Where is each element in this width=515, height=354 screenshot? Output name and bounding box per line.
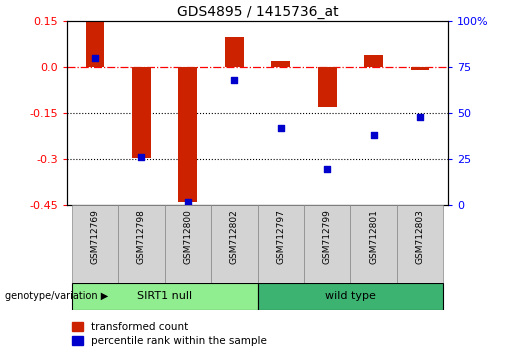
Bar [225, 36, 244, 67]
Bar [85, 21, 104, 67]
Point [230, 77, 238, 83]
Bar [258, 283, 443, 310]
Point [416, 114, 424, 120]
Bar [72, 205, 118, 283]
Bar [271, 61, 290, 67]
Text: GSM712800: GSM712800 [183, 209, 192, 264]
Text: GSM712798: GSM712798 [137, 209, 146, 264]
Text: GSM712797: GSM712797 [276, 209, 285, 264]
Text: GSM712769: GSM712769 [90, 209, 99, 264]
Point [137, 155, 145, 160]
Bar [132, 67, 150, 158]
Bar [72, 283, 258, 310]
Legend: transformed count, percentile rank within the sample: transformed count, percentile rank withi… [72, 322, 267, 346]
Bar [258, 205, 304, 283]
Bar [318, 67, 336, 107]
Text: SIRT1 null: SIRT1 null [137, 291, 192, 302]
Bar [211, 205, 258, 283]
Bar [165, 205, 211, 283]
Bar [350, 205, 397, 283]
Point [184, 199, 192, 205]
Bar [365, 55, 383, 67]
Text: genotype/variation ▶: genotype/variation ▶ [5, 291, 108, 302]
Text: GSM712799: GSM712799 [323, 209, 332, 264]
Text: wild type: wild type [325, 291, 376, 302]
Text: GSM712803: GSM712803 [416, 209, 425, 264]
Title: GDS4895 / 1415736_at: GDS4895 / 1415736_at [177, 5, 338, 19]
Bar [118, 205, 165, 283]
Point [323, 166, 331, 171]
Bar [304, 205, 350, 283]
Bar [179, 67, 197, 202]
Point [370, 132, 378, 138]
Bar [411, 67, 430, 70]
Text: GSM712801: GSM712801 [369, 209, 378, 264]
Point [91, 55, 99, 61]
Point [277, 125, 285, 131]
Bar [397, 205, 443, 283]
Text: GSM712802: GSM712802 [230, 209, 239, 264]
